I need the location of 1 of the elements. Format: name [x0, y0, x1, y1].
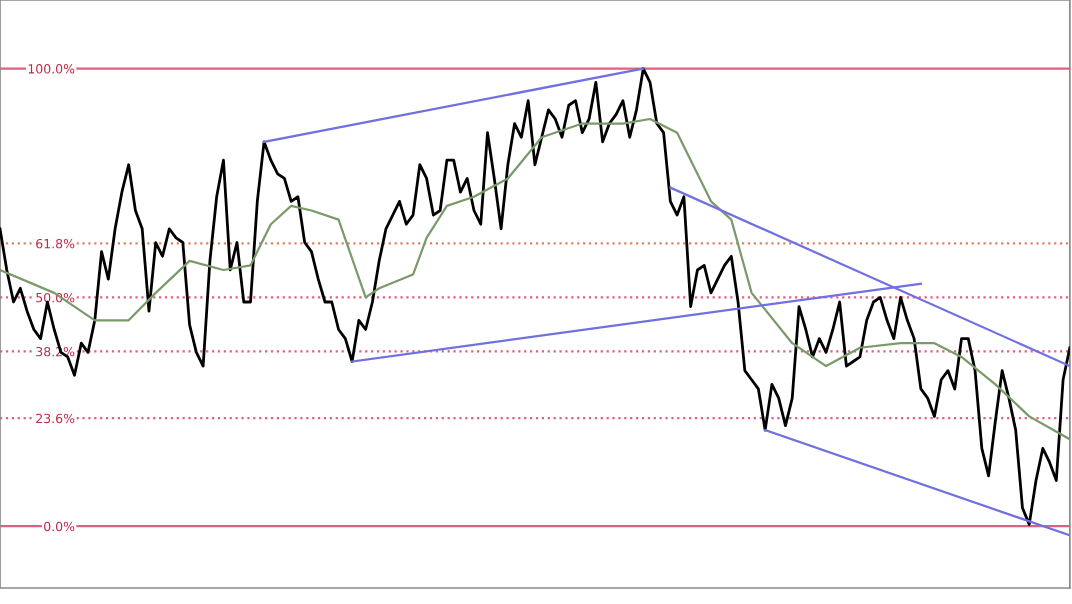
line-series [0, 117, 1070, 441]
